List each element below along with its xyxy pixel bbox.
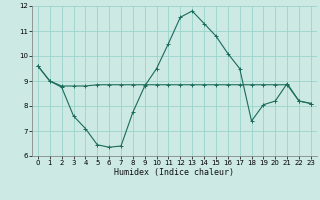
X-axis label: Humidex (Indice chaleur): Humidex (Indice chaleur)	[115, 168, 234, 177]
